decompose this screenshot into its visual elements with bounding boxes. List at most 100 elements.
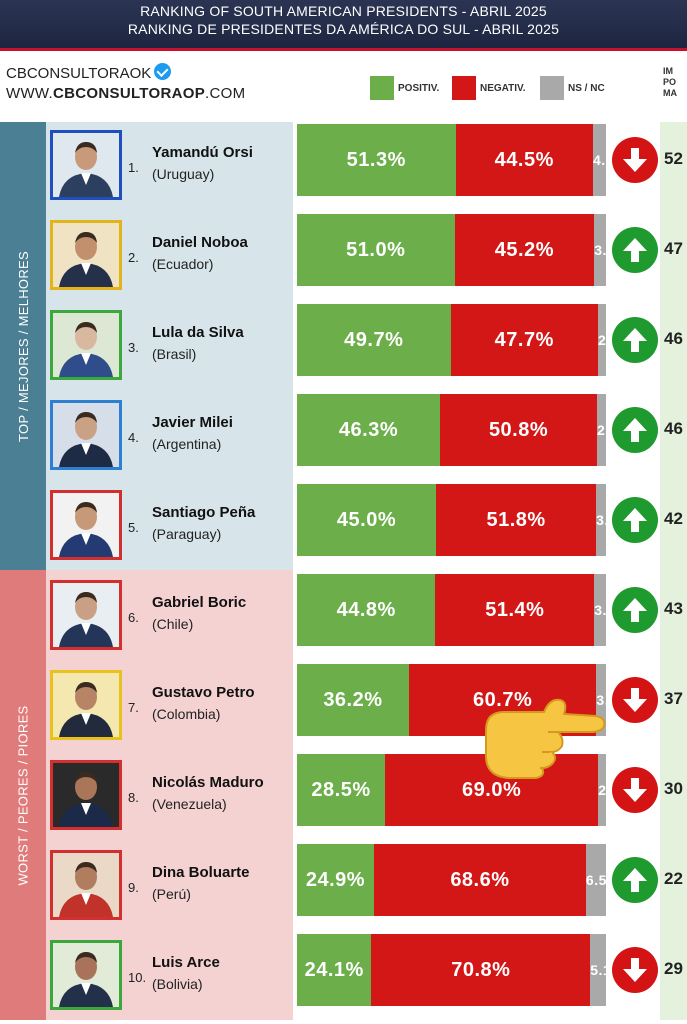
- president-name: Gabriel Boric: [152, 594, 247, 611]
- ranking-row: 4. Javier Milei (Argentina) 46.3%50.8%2.9 46: [0, 390, 687, 476]
- side-value: 46: [664, 419, 683, 438]
- title-english: RANKING OF SOUTH AMERICAN PRESIDENTS - A…: [140, 3, 547, 19]
- header-bar: RANKING OF SOUTH AMERICAN PRESIDENTS - A…: [0, 0, 687, 48]
- side-value-column: [660, 122, 687, 1020]
- president-country: (Ecuador): [152, 256, 214, 272]
- approval-bar: 44.8%51.4%3.8: [297, 574, 606, 646]
- rank-label: 6.: [128, 610, 139, 625]
- bar-positive: 46.3%: [297, 394, 441, 466]
- president-name: Luis Arce: [152, 954, 220, 971]
- legend-label-positive: POSITIV.: [398, 82, 440, 94]
- president-photo[interactable]: [50, 940, 122, 1010]
- side-value: 22: [664, 869, 683, 888]
- arrow-up-icon: [612, 407, 658, 453]
- president-country: (Paraguay): [152, 526, 222, 542]
- approval-bar: 46.3%50.8%2.9: [297, 394, 606, 466]
- ranking-row: 5. Santiago Peña (Paraguay) 45.0%51.8%3.2 42: [0, 480, 687, 566]
- arrow-up-icon: [612, 497, 658, 543]
- bar-positive: 45.0%: [297, 484, 437, 556]
- bar-negative: 45.2%: [454, 214, 595, 286]
- bar-negative: 47.7%: [450, 304, 598, 376]
- portrait-icon: [53, 673, 119, 737]
- brand-name[interactable]: CBCONSULTORAOK: [6, 63, 172, 82]
- side-value: 30: [664, 779, 683, 798]
- portrait-icon: [53, 493, 119, 557]
- rank-label: 9.: [128, 880, 139, 895]
- president-photo[interactable]: [50, 130, 122, 200]
- rank-label: 7.: [128, 700, 139, 715]
- rank-label: 5.: [128, 520, 139, 535]
- president-photo[interactable]: [50, 670, 122, 740]
- president-photo[interactable]: [50, 850, 122, 920]
- approval-bar: 49.7%47.7%2.6: [297, 304, 606, 376]
- portrait-icon: [53, 853, 119, 917]
- arrow-down-icon: [612, 677, 658, 723]
- ranking-row: 3. Lula da Silva (Brasil) 49.7%47.7%2.6 46: [0, 300, 687, 386]
- side-value: 46: [664, 329, 683, 348]
- portrait-icon: [53, 313, 119, 377]
- bar-negative: 51.4%: [435, 574, 595, 646]
- president-name: Javier Milei: [152, 414, 233, 431]
- president-photo[interactable]: [50, 310, 122, 380]
- brand-url[interactable]: WWW.CBCONSULTORAOP.COM: [6, 85, 245, 102]
- rank-label: 2.: [128, 250, 139, 265]
- approval-bar: 51.3%44.5%4.2: [297, 124, 606, 196]
- president-photo[interactable]: [50, 580, 122, 650]
- top-band-strip: TOP / MEJORES / MELHORES: [0, 122, 46, 570]
- president-country: (Venezuela): [152, 796, 227, 812]
- president-name: Yamandú Orsi: [152, 144, 253, 161]
- bar-negative: 51.8%: [436, 484, 597, 556]
- legend-negative: NEGATIV.: [452, 76, 526, 100]
- approval-bar: 24.9% 68.6% 6.5: [297, 844, 606, 916]
- side-value: 42: [664, 509, 683, 528]
- pointing-hand-icon: [485, 698, 606, 779]
- president-photo[interactable]: [50, 760, 122, 830]
- rank-label: 10.: [128, 970, 147, 985]
- bar-ns: 4.2: [593, 124, 606, 196]
- arrow-down-icon: [612, 947, 658, 993]
- bar-positive: 36.2%: [297, 664, 409, 736]
- arrow-down-icon: [612, 137, 658, 183]
- portrait-icon: [53, 133, 119, 197]
- bar-ns: 3.8: [594, 214, 606, 286]
- ranking-row: 9. Dina Boluarte (Perú) 24.9% 68.6% 6.5 22: [0, 840, 687, 926]
- president-name: Gustavo Petro: [152, 684, 255, 701]
- portrait-icon: [53, 943, 119, 1007]
- rank-label: 4.: [128, 430, 139, 445]
- side-value: 29: [664, 959, 683, 978]
- bar-positive: 49.7%: [297, 304, 451, 376]
- bar-ns: 2.6: [597, 304, 606, 376]
- president-photo[interactable]: [50, 490, 122, 560]
- portrait-icon: [53, 223, 119, 287]
- arrow-up-icon: [612, 317, 658, 363]
- ranking-row: 6. Gabriel Boric (Chile) 44.8%51.4%3.8 43: [0, 570, 687, 656]
- arrow-up-icon: [612, 587, 658, 633]
- bar-positive: 28.5%: [297, 754, 386, 826]
- legend-label-negative: NEGATIV.: [480, 82, 526, 94]
- url-prefix: WWW.: [6, 85, 54, 102]
- bar-ns: 6.5: [585, 844, 606, 916]
- side-column-header: IM PO MA: [663, 66, 677, 98]
- bar-ns: 2.9: [597, 394, 606, 466]
- president-photo[interactable]: [50, 220, 122, 290]
- legend-positive: POSITIV.: [370, 76, 439, 100]
- verified-check-icon: [154, 63, 172, 80]
- arrow-up-icon: [612, 227, 658, 273]
- bar-ns: 5.1: [590, 934, 606, 1006]
- legend-label-ns: NS / NC: [568, 82, 605, 94]
- approval-bar: 24.1%70.8%5.1: [297, 934, 606, 1006]
- bar-ns: 2.5: [598, 754, 606, 826]
- url-domain: CBCONSULTORAOP: [53, 85, 205, 102]
- approval-bar: 51.0%45.2%3.8: [297, 214, 606, 286]
- bar-ns: 3.8: [594, 574, 606, 646]
- bar-negative: 68.6%: [373, 844, 586, 916]
- president-country: (Argentina): [152, 436, 222, 452]
- portrait-icon: [53, 403, 119, 467]
- bar-positive: 24.1%: [297, 934, 372, 1006]
- bar-positive: 44.8%: [297, 574, 436, 646]
- portrait-icon: [53, 583, 119, 647]
- arrow-up-icon: [612, 857, 658, 903]
- president-photo[interactable]: [50, 400, 122, 470]
- bottom-band-strip: WORST / PEORES / PIORES: [0, 570, 46, 1020]
- president-name: Dina Boluarte: [152, 864, 250, 881]
